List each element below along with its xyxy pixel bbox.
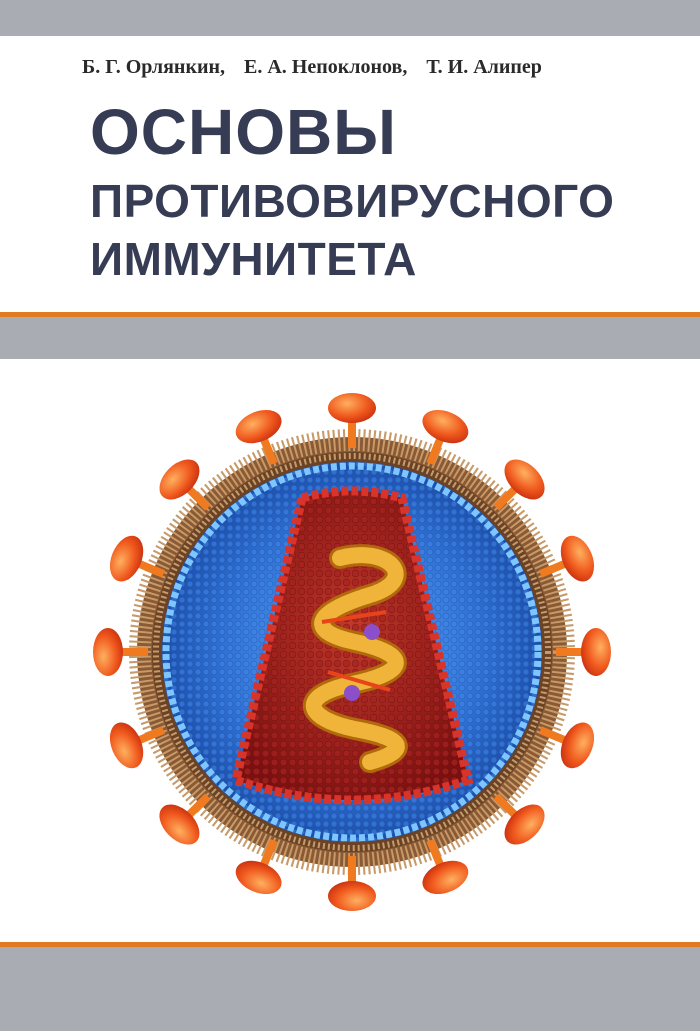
author-1: Б. Г. Орлянкин, [82,56,226,78]
book-title: ОСНОВЫ ПРОТИВОВИРУСНОГО ИММУНИТЕТА [90,100,614,282]
orange-divider-bottom [0,942,700,947]
title-line-3: ИММУНИТЕТА [90,233,417,285]
spikes [93,393,611,911]
authors: Б. Г. Орлянкин, Е. А. Непоклонов, Т. И. … [82,56,556,79]
helix [303,544,408,773]
title-line-1: ОСНОВЫ [90,96,397,168]
orange-divider-top [0,312,700,317]
author-3: Т. И. Алипер [426,56,542,78]
virus-particle-icon [93,393,611,911]
author-2: Е. А. Непоклонов, [244,56,408,78]
top-band [0,0,700,36]
title-line-2: ПРОТИВОВИРУСНОГО [90,175,615,227]
bottom-band [0,947,700,1031]
middle-band [0,317,700,359]
